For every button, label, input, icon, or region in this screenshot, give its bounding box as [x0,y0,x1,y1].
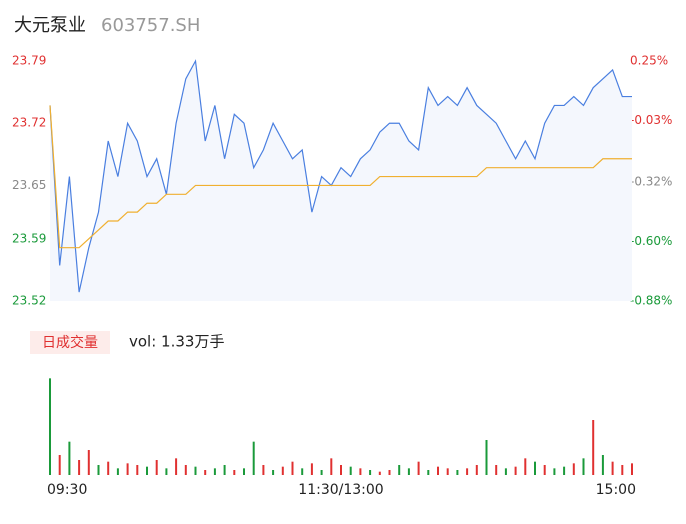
volume-bar [204,470,207,475]
x-tick-label: 09:30 [47,482,87,498]
price-line [49,59,632,293]
volume-bar [301,468,304,475]
volume-bar [631,463,633,475]
volume-bar [524,458,527,475]
volume-bar [320,470,323,475]
volume-bar [349,466,352,475]
volume-tag: 日成交量 [42,334,98,351]
volume-bar [68,441,71,475]
y-tick-label: 23.72 [12,116,46,130]
volume-tag-bg [30,331,110,354]
volume-bar [485,440,488,475]
volume-bar [107,461,110,475]
volume-bar [582,458,585,475]
volume-bar [475,465,478,475]
y2-tick-label: -0.60% [630,234,672,248]
volume-bar [87,450,90,475]
volume-bar [281,466,284,475]
volume-bar [514,466,517,475]
y2-tick-label: 0.25% [630,54,668,68]
x-tick-label: 11:30/13:00 [298,482,383,498]
average-line [49,105,632,249]
volume-bar [58,455,61,475]
volume-bar [601,455,604,475]
volume-bar [369,470,372,475]
y-tick-label: 23.65 [12,178,46,192]
volume-bar [611,461,614,475]
volume-bar [495,465,498,475]
volume-bar [243,468,245,475]
volume-bar [592,420,595,475]
y-tick-label: 23.59 [12,231,46,245]
volume-bar [572,463,575,475]
volume-bar [194,466,197,475]
y-tick-label: 23.52 [12,294,46,308]
volume-bar [233,470,236,475]
volume-bar [466,468,469,475]
x-tick-label: 15:00 [596,482,636,498]
volume-bar [272,470,275,475]
volume-bar [155,460,158,475]
volume-bar [184,465,187,475]
volume-bar [427,470,430,475]
volume-bar [291,461,294,475]
volume-bar [456,470,459,475]
price-area [50,61,632,301]
y2-tick-label: -0.32% [630,175,672,189]
volume-bar [359,468,362,475]
volume-bar [543,465,546,475]
volume-bar [330,458,333,475]
volume-bar [126,463,129,475]
volume-bar [621,465,624,475]
volume-bar [136,465,139,475]
volume-bar [49,378,51,475]
volume-bar [78,460,81,475]
volume-bar [563,466,566,475]
volume-bar [310,463,313,475]
volume-bar [97,465,100,475]
volume-bar [175,458,178,475]
y-tick-label: 23.79 [12,54,46,68]
volume-bar [262,465,265,475]
volume-bar [446,468,449,475]
volume-bar [165,468,168,475]
volume-bar [378,471,381,475]
volume-bar [116,468,119,475]
stock-name: 大元泵业 [14,15,86,36]
volume-bar [534,461,536,475]
volume-bar [553,468,556,475]
y2-tick-label: -0.03% [630,113,672,127]
volume-bar [437,466,439,475]
volume-bar [213,468,216,475]
volume-bar [340,465,342,475]
volume-bar [417,461,420,475]
volume-bar [223,465,226,475]
volume-bar [146,466,148,475]
volume-bar [388,470,391,475]
volume-bar [504,468,507,475]
volume-label: vol: 1.33万手 [129,333,224,351]
volume-bar [407,468,410,475]
stock-code: 603757.SH [101,15,200,36]
volume-bar [398,465,401,475]
volume-bar [252,441,255,475]
y2-tick-label: -0.88% [630,294,672,308]
